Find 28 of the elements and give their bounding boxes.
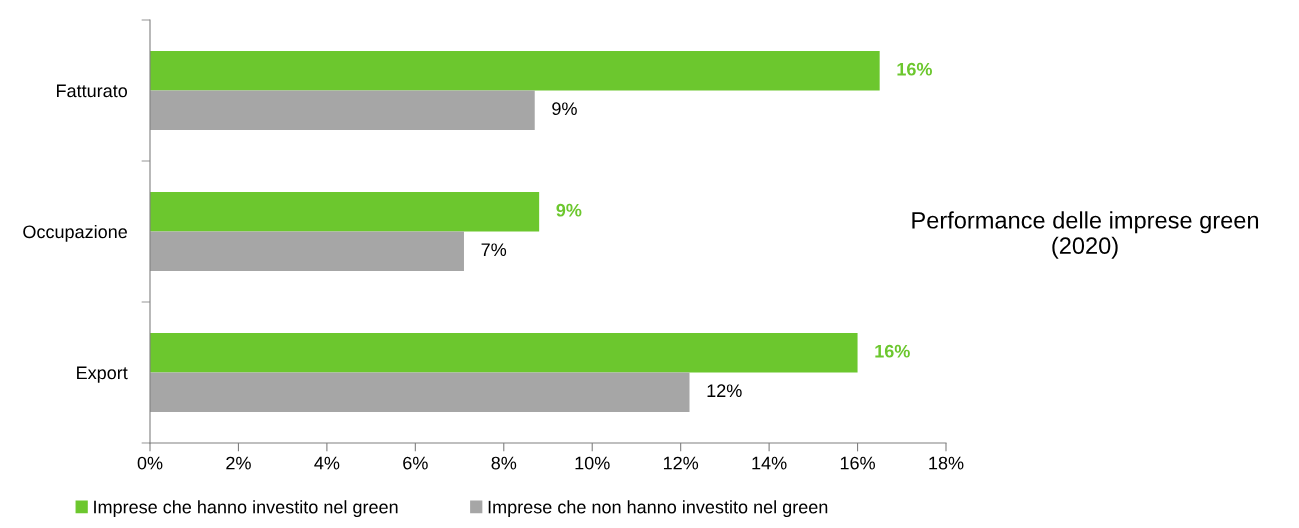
data-label: 9% <box>556 203 582 217</box>
x-tick-label: 18% <box>929 456 964 470</box>
data-label: 9% <box>552 102 577 116</box>
bar <box>150 90 535 130</box>
x-tick-label: 16% <box>840 456 875 470</box>
data-label: 16% <box>875 344 910 358</box>
x-tick-label: 10% <box>575 456 610 470</box>
x-tick-label: 2% <box>226 456 251 470</box>
x-tick-label: 6% <box>403 456 428 470</box>
bar <box>150 192 540 232</box>
data-label: 16% <box>897 62 932 76</box>
x-tick-label: 4% <box>314 456 340 470</box>
bar <box>150 333 858 373</box>
y-tick-label: Export <box>77 366 128 383</box>
data-label: 12% <box>707 384 742 398</box>
text: Performance delle imprese green (2020) <box>912 211 1259 259</box>
data-label: 7% <box>481 243 507 257</box>
bar <box>150 51 880 91</box>
y-tick-label: Occupazione <box>23 224 127 242</box>
bar <box>150 231 464 271</box>
x-tick-label: 8% <box>491 456 517 470</box>
x-tick-label: 12% <box>663 456 699 470</box>
legend-label: Imprese che hanno investito nel green <box>94 500 398 518</box>
bar <box>150 372 690 412</box>
x-tick-label: 14% <box>752 456 787 470</box>
legend-label: Imprese che non hanno investito nel green <box>488 500 828 518</box>
y-tick-label: Fatturato <box>57 84 128 98</box>
x-tick-label: 0% <box>137 456 163 470</box>
